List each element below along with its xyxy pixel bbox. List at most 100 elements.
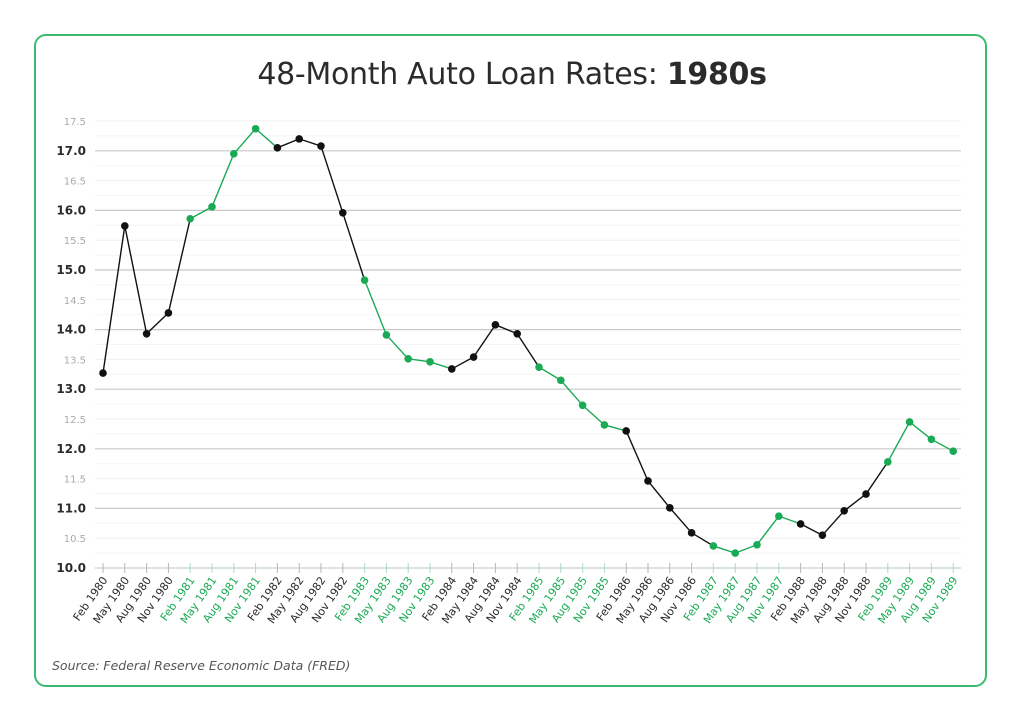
data-point [600,421,609,429]
data-point [775,512,783,520]
series-line-segment [102,225,126,374]
data-point [862,490,870,498]
data-point [121,222,129,230]
series-line-segment [429,361,453,370]
series-line-segment [298,138,322,147]
data-point [295,135,304,143]
series-line-segment [800,523,823,536]
data-point [382,331,391,339]
data-point [644,477,652,485]
data-point [535,363,543,371]
series-line-segment [211,153,235,208]
series-line-segment [538,366,562,381]
data-point [230,149,238,158]
data-point [578,401,587,410]
y-axis-label: 13.0 [56,382,86,396]
series-line-segment [582,404,605,426]
chart-title-prefix: 48-Month Auto Loan Rates: [257,57,667,92]
data-point [513,329,521,338]
chart-title-bold: 1980s [666,57,767,92]
series-line-segment [778,515,801,525]
y-axis-label: 12.0 [56,442,86,456]
series-line-segment [691,532,714,547]
series-line-segment [713,545,736,554]
data-point [360,276,369,284]
series-line-segment [167,218,191,314]
data-point [164,309,173,317]
data-point [99,369,107,377]
series-line-segment [843,493,867,512]
data-point [317,142,325,150]
data-point [927,435,936,444]
data-point [426,357,434,366]
y-axis-label: 16.5 [64,177,86,188]
series-line-segment [124,225,148,334]
series-line-segment [495,324,518,335]
series-line-segment [669,507,693,534]
series-line-segment [821,510,845,536]
data-point [796,520,805,528]
data-point [622,427,630,435]
y-axis-label: 15.5 [64,236,86,247]
data-point [905,418,914,426]
data-point [448,365,456,373]
series-line-segment [342,212,366,281]
y-axis-label: 12.5 [64,415,86,426]
y-axis-label: 15.0 [56,263,86,277]
data-point [884,458,892,466]
series-line-segment [277,138,300,149]
data-point [469,353,478,361]
series-line-segment [865,461,889,495]
data-point [949,447,957,455]
data-point [208,203,216,211]
data-point [404,355,413,363]
y-axis-label: 11.0 [56,501,86,515]
y-axis-label: 11.5 [64,475,86,486]
series-line-segment [146,312,169,335]
series-line-segment [734,544,758,554]
chart-title: 48-Month Auto Loan Rates: 1980s [0,57,1024,92]
data-point [666,504,674,512]
series-line-segment [909,421,932,440]
series-line-segment [451,356,474,370]
data-point [818,531,827,540]
data-point [339,208,347,217]
data-point [840,506,848,515]
source-note: Source: Federal Reserve Economic Data (F… [52,658,351,673]
series-line-segment [363,279,388,336]
data-point [731,549,739,557]
y-axis-label: 16.0 [56,203,86,217]
data-point [186,214,194,223]
data-point [142,329,151,338]
series-line-segment [647,480,671,509]
data-point [753,540,761,549]
series-line-segment [931,438,954,452]
series-line-segment [233,128,257,155]
series-line-segment [255,128,278,149]
y-axis-label: 17.5 [64,117,86,128]
series-line-segment [516,333,540,368]
data-point [557,376,565,385]
series-line-segment [625,430,649,482]
data-point [273,144,282,152]
series-line-segment [887,421,911,463]
gridlines [95,120,961,554]
series-line-segment [320,145,344,214]
series-line-segment [385,334,409,360]
series-line-segment [189,206,213,220]
y-axis-label: 10.0 [56,561,86,575]
series-line-segment [560,379,584,406]
data-point [491,321,500,329]
y-axis-label: 14.5 [64,296,86,307]
series-line-segment [756,515,780,546]
y-axis-label: 10.5 [64,534,86,545]
series-line-segment [473,324,496,358]
y-axis-label: 17.0 [56,144,86,158]
y-axis-label: 14.0 [56,323,86,337]
data-point [687,529,696,537]
data-point [709,542,718,550]
chart-card [34,34,987,687]
y-axis-label: 13.5 [64,355,86,366]
data-point [251,124,260,133]
